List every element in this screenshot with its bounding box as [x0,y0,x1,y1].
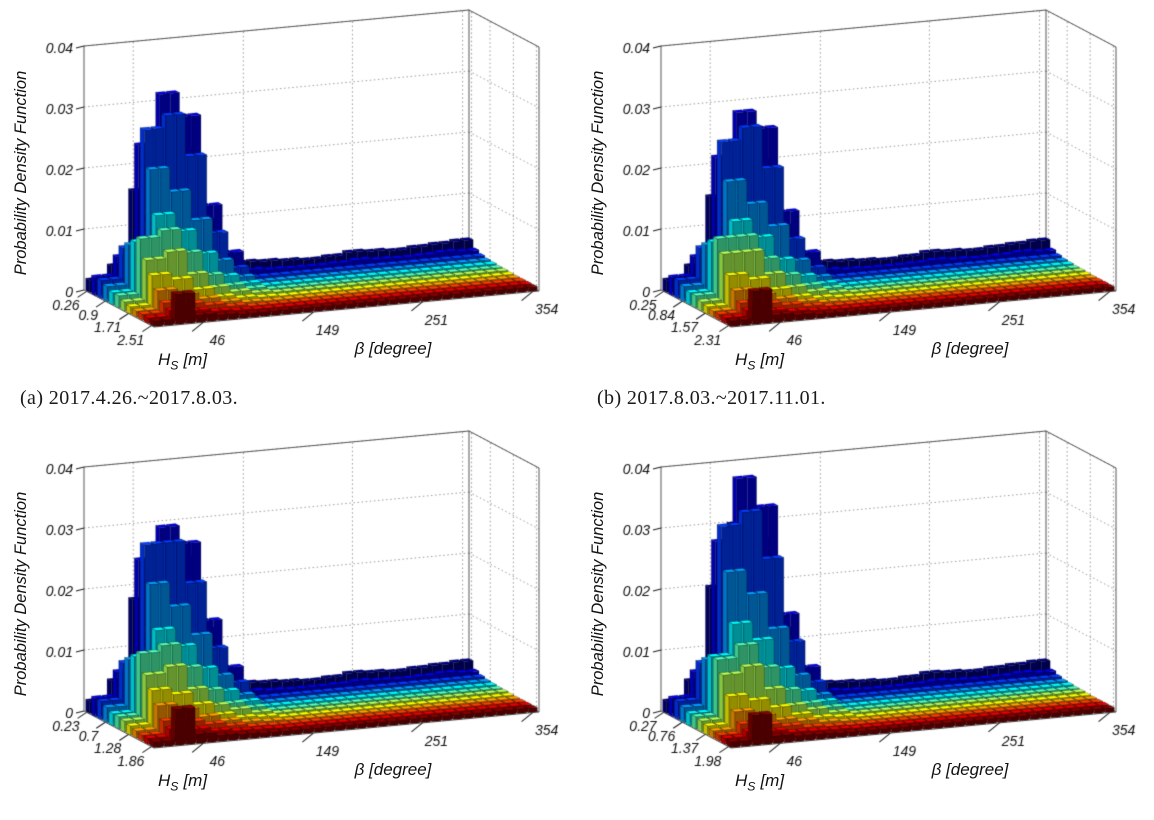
hs-label-symbol: H [158,350,171,369]
subplot-d: Probability Density Function β [degree] … [577,424,1154,804]
z-axis-label: Probability Density Function [589,70,607,276]
hs-label-unit: [m] [760,771,785,790]
beta-axis-label: β [degree] [354,760,432,779]
caption-b: (b) 2017.8.03.~2017.11.01. [597,387,826,409]
hs-label-subscript: S [747,779,756,794]
caption-a: (a) 2017.4.26.~2017.8.03. [20,387,239,409]
histogram3d-canvas-b [577,3,1154,383]
beta-axis-label: β [degree] [354,339,432,358]
hs-axis-label: HS [m] [158,350,207,372]
hs-axis-label: HS [m] [735,350,784,372]
z-axis-label: Probability Density Function [12,491,30,697]
hs-label-unit: [m] [183,771,208,790]
histogram3d-canvas-c [0,424,577,804]
subplot-a: Probability Density Function β [degree] … [0,3,577,383]
hs-label-subscript: S [170,358,179,373]
z-axis-label: Probability Density Function [589,491,607,697]
hs-label-symbol: H [735,350,748,369]
hs-axis-label: HS [m] [158,771,207,793]
beta-axis-label: β [degree] [931,760,1009,779]
z-axis-label: Probability Density Function [12,70,30,276]
subplot-b: Probability Density Function β [degree] … [577,3,1154,383]
subplot-c: Probability Density Function β [degree] … [0,424,577,804]
hs-label-subscript: S [747,358,756,373]
histogram3d-canvas-d [577,424,1154,804]
hs-label-unit: [m] [760,350,785,369]
hs-label-unit: [m] [183,350,208,369]
beta-axis-label: β [degree] [931,339,1009,358]
hs-axis-label: HS [m] [735,771,784,793]
hs-label-symbol: H [735,771,748,790]
histogram3d-canvas-a [0,3,577,383]
hs-label-symbol: H [158,771,171,790]
hs-label-subscript: S [170,779,179,794]
